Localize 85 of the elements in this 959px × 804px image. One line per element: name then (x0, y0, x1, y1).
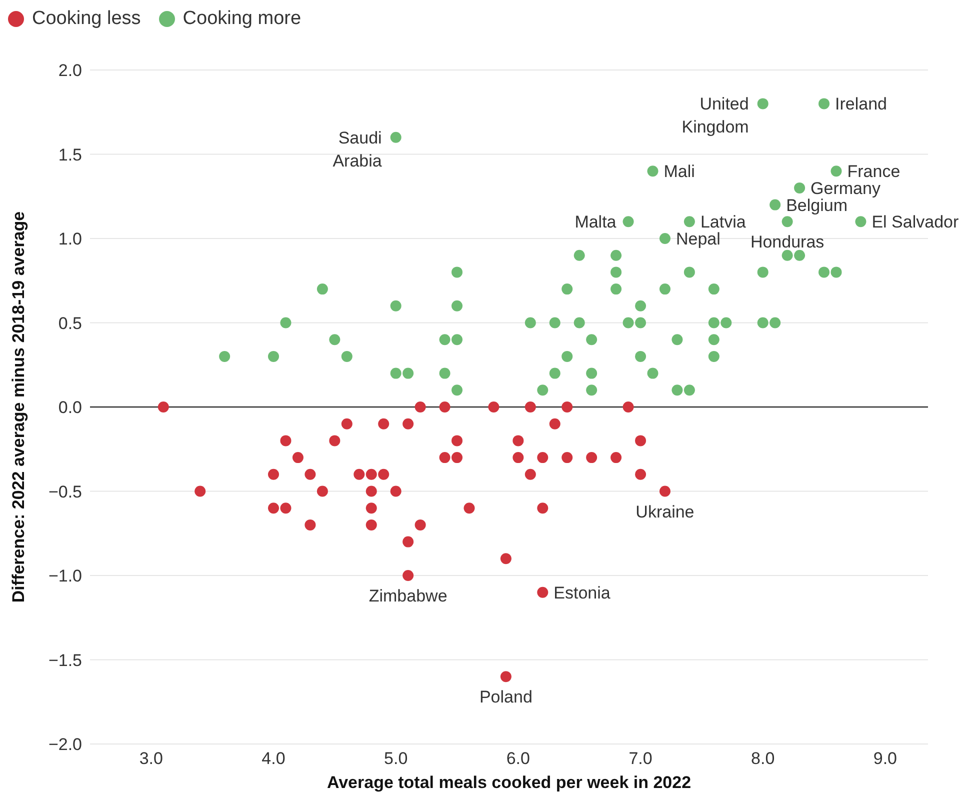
annotation: Germany (810, 178, 881, 198)
point (452, 435, 463, 446)
point (659, 486, 670, 497)
point (366, 519, 377, 530)
point (452, 452, 463, 464)
point (268, 468, 280, 480)
annotation: El Salvador (872, 212, 959, 232)
point (378, 418, 390, 430)
point (366, 502, 377, 514)
x-tick-label: 3.0 (139, 749, 163, 768)
point (439, 402, 450, 412)
point (414, 402, 426, 412)
y-tick-label: 1.5 (58, 145, 82, 164)
y-tick-label: −2.0 (48, 735, 82, 754)
point (194, 486, 206, 497)
y-tick-label: 1.0 (58, 230, 82, 249)
x-tick-label: 6.0 (506, 749, 530, 768)
x-axis-title: Average total meals cooked per week in 2022 (326, 773, 692, 792)
y-axis-title: Difference: 2022 average minus 2018-19 average (9, 211, 28, 603)
point (304, 519, 316, 530)
y-tick-label: 0.0 (58, 398, 82, 418)
point (549, 418, 560, 430)
point (268, 502, 280, 514)
point (366, 486, 377, 497)
annotation: Mali (664, 162, 695, 182)
point (512, 435, 524, 446)
annotation: Honduras (750, 232, 824, 252)
point (537, 452, 548, 464)
annotation: Estonia (554, 583, 611, 602)
point (402, 536, 414, 548)
point (537, 502, 548, 514)
point (464, 502, 475, 514)
y-tick-label: 2.0 (58, 61, 82, 80)
point (280, 502, 292, 514)
x-tick-label: 4.0 (262, 749, 286, 768)
point (316, 486, 328, 497)
x-tick-label: 5.0 (384, 749, 408, 768)
point (635, 468, 646, 480)
point (562, 402, 573, 412)
point (304, 468, 316, 480)
point (158, 402, 169, 412)
point (402, 418, 414, 430)
annotation: Latvia (700, 212, 746, 232)
legend-label: Cooking more (182, 8, 302, 30)
point (354, 468, 365, 480)
annotation: France (847, 162, 900, 182)
point (610, 452, 622, 464)
y-tick-label: −1.5 (48, 650, 82, 670)
point (500, 553, 512, 564)
point (622, 402, 634, 412)
y-tick-label: −0.5 (48, 482, 82, 502)
x-tick-label: 7.0 (628, 749, 652, 768)
annotation: Ukraine (636, 502, 694, 522)
x-tick-label: 8.0 (751, 749, 775, 768)
annotation: Poland (479, 688, 532, 707)
point (500, 671, 512, 682)
point (341, 418, 352, 430)
point (586, 452, 598, 464)
point (378, 468, 390, 480)
point (512, 452, 524, 464)
annotation: Nepal (676, 230, 720, 248)
point (635, 435, 646, 446)
point (280, 435, 292, 446)
annotation: Belgium (786, 196, 848, 215)
annotation: Zimbabwe (368, 586, 448, 606)
point (537, 586, 548, 598)
annotation: Malta (574, 212, 617, 232)
y-tick-label: 0.5 (58, 314, 82, 333)
annotation: United Kingdom (682, 94, 749, 137)
point (414, 519, 426, 530)
point (292, 452, 304, 464)
annotation: Saudi Arabia (332, 128, 382, 170)
y-tick-label: −1.0 (48, 566, 82, 586)
point (488, 402, 500, 412)
point (366, 468, 377, 480)
point (439, 452, 450, 464)
point (524, 402, 536, 412)
point (402, 570, 414, 581)
x-tick-label: 9.0 (873, 749, 898, 768)
point (390, 486, 402, 497)
legend-label: Cooking less (32, 8, 141, 30)
annotation: Ireland (835, 94, 887, 114)
point (524, 468, 536, 480)
point (562, 452, 573, 464)
point (329, 435, 340, 446)
